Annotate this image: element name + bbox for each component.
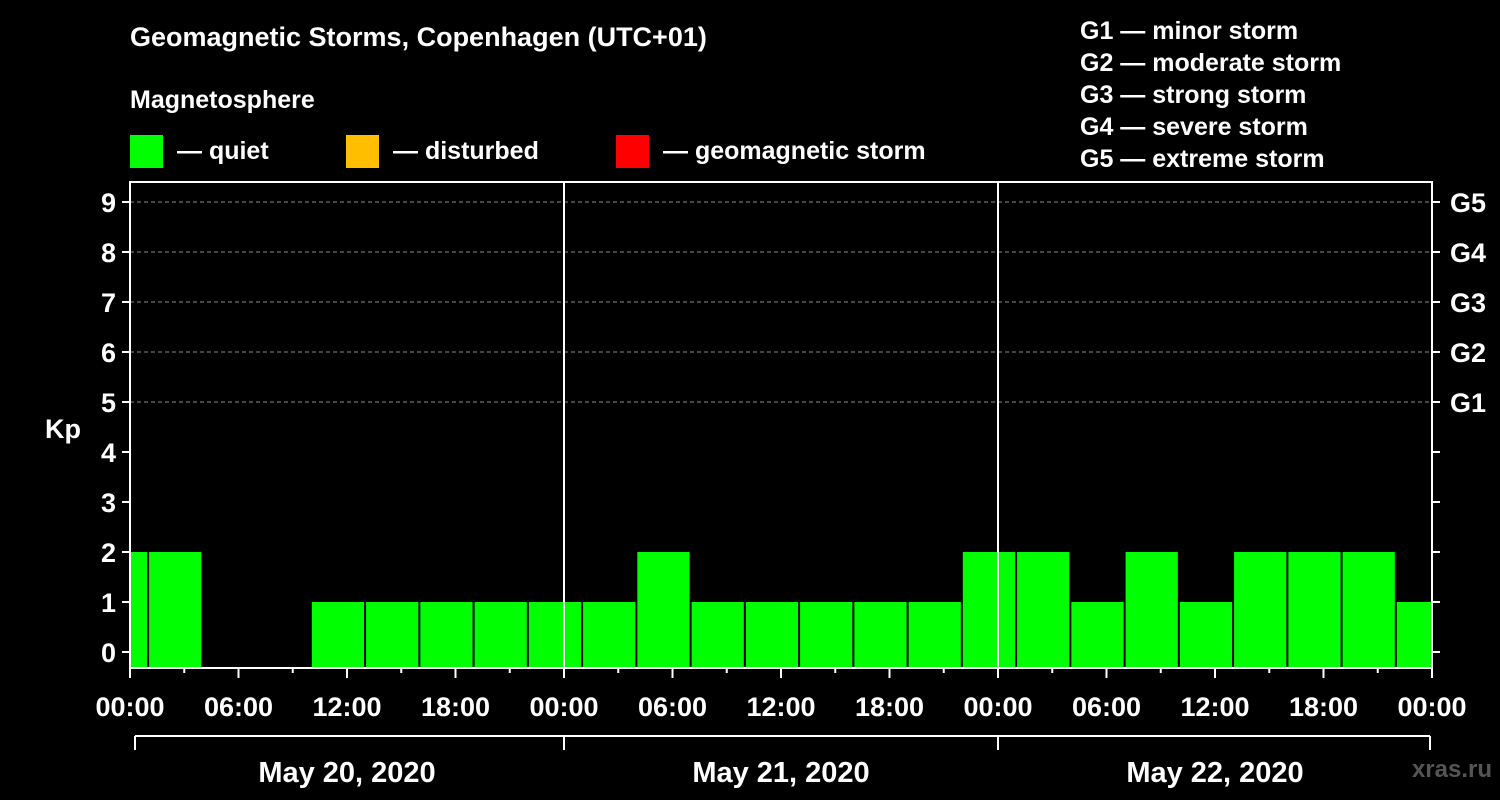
kp-bar-8 [528, 602, 582, 668]
x-tick-label-2: 12:00 [312, 692, 381, 722]
x-tick-label-8: 00:00 [963, 692, 1032, 722]
storm-scale-g1: G1 — minor storm [1080, 17, 1299, 45]
x-tick-label-6: 12:00 [746, 692, 815, 722]
right-axis-label-G4: G4 [1450, 238, 1486, 268]
y-tick-label-8: 8 [101, 238, 116, 268]
kp-bar-13 [800, 602, 853, 668]
kp-bar-14 [854, 602, 907, 668]
date-label-2: May 22, 2020 [1126, 757, 1303, 789]
storm-scale-g5: G5 — extreme storm [1080, 145, 1325, 173]
legend-disturbed-label: — disturbed [393, 136, 539, 165]
x-tick-label-3: 18:00 [421, 692, 490, 722]
date-label-0: May 20, 2020 [258, 757, 435, 789]
kp-bar-0 [131, 552, 148, 668]
kp-bar-1 [149, 552, 202, 668]
kp-bar-20 [1179, 602, 1233, 668]
x-tick-label-0: 00:00 [95, 692, 164, 722]
y-tick-label-2: 2 [101, 538, 116, 568]
magnetosphere-heading: Magnetosphere [130, 86, 315, 114]
kp-bar-4 [311, 602, 365, 668]
y-tick-label-4: 4 [101, 438, 116, 468]
legend-storm-swatch [616, 134, 649, 168]
kp-bar-11 [691, 602, 744, 668]
kp-bar-10 [637, 552, 690, 668]
x-tick-label-4: 00:00 [529, 692, 598, 722]
y-tick-label-5: 5 [101, 388, 116, 418]
legend-quiet-label: — quiet [177, 136, 269, 165]
kp-bar-22 [1288, 552, 1341, 668]
x-tick-label-12: 00:00 [1397, 692, 1466, 722]
kp-bar-17 [1017, 552, 1070, 668]
right-axis-label-G5: G5 [1450, 188, 1486, 218]
kp-bar-6 [420, 602, 473, 668]
legend-storm-label: — geomagnetic storm [663, 136, 926, 165]
x-tick-label-7: 18:00 [855, 692, 924, 722]
date-label-1: May 21, 2020 [692, 757, 869, 789]
y-tick-label-0: 0 [101, 638, 116, 668]
y-axis-label: Kp [45, 414, 81, 444]
x-tick-label-1: 06:00 [204, 692, 273, 722]
kp-bar-21 [1234, 552, 1287, 668]
y-tick-label-6: 6 [101, 338, 116, 368]
right-axis-label-G3: G3 [1450, 288, 1486, 318]
watermark: xras.ru [1411, 756, 1492, 783]
x-tick-label-10: 12:00 [1180, 692, 1249, 722]
y-tick-label-1: 1 [101, 588, 116, 618]
right-axis-label-G1: G1 [1450, 388, 1486, 418]
storm-scale-g4: G4 — severe storm [1080, 113, 1308, 141]
kp-bar-7 [474, 602, 527, 668]
storm-scale-legend: G1 — minor storm G2 — moderate storm G3 … [1080, 15, 1341, 175]
kp-bar-16 [962, 552, 1016, 668]
kp-bar-12 [745, 602, 799, 668]
kp-bar-23 [1342, 552, 1395, 668]
y-tick-label-7: 7 [101, 288, 116, 318]
kp-bar-19 [1125, 552, 1178, 668]
storm-scale-g3: G3 — strong storm [1080, 81, 1307, 109]
y-tick-label-9: 9 [101, 188, 116, 218]
kp-bar-15 [908, 602, 961, 668]
kp-bar-18 [1071, 602, 1124, 668]
legend-quiet-swatch [130, 134, 163, 168]
x-tick-label-11: 18:00 [1289, 692, 1358, 722]
x-tick-label-9: 06:00 [1072, 692, 1141, 722]
x-tick-label-5: 06:00 [638, 692, 707, 722]
kp-bar-24 [1396, 602, 1431, 668]
chart-title: Geomagnetic Storms, Copenhagen (UTC+01) [130, 22, 707, 52]
legend-disturbed-swatch [346, 134, 379, 168]
right-axis-label-G2: G2 [1450, 338, 1486, 368]
kp-bar-9 [583, 602, 636, 668]
legend-storm: — geomagnetic storm [616, 134, 926, 168]
y-tick-label-3: 3 [101, 488, 116, 518]
storm-scale-g2: G2 — moderate storm [1080, 49, 1342, 77]
kp-bar-5 [366, 602, 419, 668]
legend-disturbed: — disturbed [346, 134, 539, 168]
legend-quiet: — quiet [130, 134, 269, 168]
